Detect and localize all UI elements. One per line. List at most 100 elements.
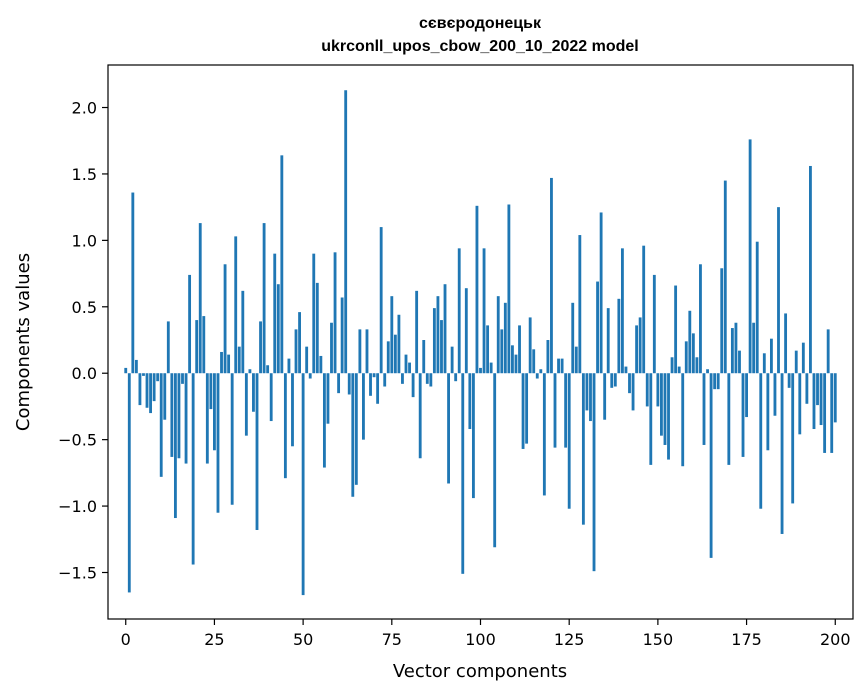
bar-179	[759, 373, 763, 509]
bar-130	[585, 373, 589, 411]
bar-128	[578, 235, 582, 374]
bar-56	[322, 373, 326, 468]
bar-81	[411, 373, 415, 398]
bar-127	[574, 346, 578, 374]
bar-161	[695, 357, 699, 374]
bar-11	[163, 373, 167, 420]
bar-91	[447, 373, 450, 484]
bar-63	[347, 373, 351, 395]
bar-181	[766, 373, 770, 451]
bar-27	[220, 351, 223, 374]
bar-83	[418, 373, 422, 459]
bar-18	[188, 274, 192, 374]
bar-8	[152, 373, 156, 402]
bar-73	[383, 373, 387, 387]
bar-53	[312, 253, 316, 374]
bar-120	[550, 177, 553, 374]
x-tick-label: 150	[643, 630, 674, 649]
bar-79	[404, 354, 408, 374]
bar-97	[468, 373, 472, 430]
bar-85	[425, 373, 429, 384]
bar-125	[567, 373, 571, 509]
bar-38	[259, 321, 262, 374]
bar-136	[606, 308, 610, 374]
bar-75	[390, 296, 394, 374]
bar-118	[542, 373, 546, 496]
bar-32	[237, 346, 241, 374]
bar-69	[369, 373, 372, 396]
bar-78	[401, 373, 404, 384]
bar-1	[127, 373, 131, 593]
bar-114	[528, 317, 532, 374]
bar-4	[138, 373, 142, 406]
bar-121	[553, 373, 557, 448]
bar-116	[535, 373, 539, 379]
bar-176	[748, 139, 752, 374]
bar-185	[780, 373, 784, 534]
bar-160	[691, 333, 695, 374]
x-tick-label: 200	[820, 630, 851, 649]
bar-198	[826, 329, 830, 374]
bar-59	[333, 252, 337, 374]
bar-30	[230, 373, 234, 505]
bar-43	[276, 284, 280, 374]
bar-74	[386, 341, 390, 374]
bar-9	[156, 373, 160, 382]
bar-48	[294, 329, 298, 374]
bar-71	[376, 373, 380, 404]
bar-2	[131, 192, 135, 374]
bar-180	[762, 353, 766, 374]
bar-106	[500, 329, 504, 374]
bar-93	[454, 373, 458, 382]
bar-109	[511, 345, 514, 374]
x-tick-label: 125	[554, 630, 585, 649]
bar-47	[291, 373, 294, 447]
bar-46	[287, 358, 291, 374]
bar-153	[667, 373, 670, 460]
bar-105	[496, 296, 500, 374]
bar-147	[645, 373, 649, 407]
bar-14	[173, 373, 177, 519]
bar-37	[255, 373, 259, 530]
bar-0	[124, 367, 128, 374]
bar-154	[670, 357, 674, 374]
bar-156	[677, 366, 681, 374]
x-tick-label: 75	[382, 630, 402, 649]
bar-141	[624, 366, 628, 374]
bar-144	[635, 325, 639, 374]
bar-191	[801, 342, 805, 374]
bar-140	[620, 248, 624, 374]
bar-96	[464, 288, 468, 374]
y-tick-label: −1.5	[58, 564, 97, 583]
bar-117	[539, 369, 543, 374]
bar-28	[223, 264, 227, 374]
bar-12	[166, 321, 170, 374]
bar-135	[603, 373, 607, 420]
bar-119	[546, 340, 550, 374]
bar-6	[145, 373, 149, 408]
bar-31	[234, 236, 238, 374]
y-tick-label: 2.0	[72, 99, 97, 118]
bar-61	[340, 297, 344, 374]
bar-190	[798, 373, 802, 435]
bar-199	[830, 373, 834, 453]
bar-76	[393, 334, 397, 374]
bar-102	[486, 325, 490, 374]
bar-series	[124, 90, 837, 596]
bar-29	[227, 354, 231, 374]
bar-182	[769, 338, 773, 374]
bar-197	[823, 373, 827, 453]
bar-187	[787, 373, 791, 388]
bar-57	[326, 373, 330, 424]
bar-192	[805, 373, 809, 404]
bar-143	[631, 373, 635, 411]
x-tick-label: 25	[204, 630, 224, 649]
bar-95	[461, 373, 465, 574]
bar-200	[833, 373, 837, 423]
bar-49	[298, 312, 301, 374]
bar-55	[319, 355, 323, 374]
bar-84	[422, 340, 426, 374]
bar-101	[482, 248, 486, 374]
bar-21	[198, 223, 202, 374]
